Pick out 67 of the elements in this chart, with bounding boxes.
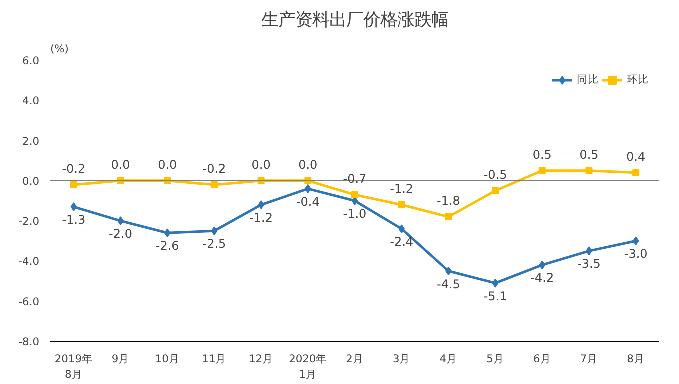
point: [70, 181, 78, 188]
point: [211, 226, 218, 236]
data-label: 0.5: [580, 148, 599, 162]
data-label: -0.4: [296, 194, 320, 209]
point: [492, 187, 500, 194]
y-tick-label: -6.0: [18, 295, 40, 308]
x-tick-label: 3月: [392, 352, 411, 366]
data-label: -2.4: [390, 235, 414, 250]
data-label: -0.2: [62, 162, 86, 176]
data-label: 0.0: [298, 158, 318, 172]
x-tick-label: 9月: [112, 352, 130, 366]
data-label: -3.0: [624, 247, 648, 262]
data-label: 0.5: [532, 148, 552, 162]
y-tick-label: -4.0: [18, 255, 40, 268]
data-label: -5.1: [484, 289, 508, 304]
point: [538, 167, 546, 174]
y-tick-label: -2.0: [18, 215, 40, 228]
y-tick-label: 6.0: [22, 54, 40, 68]
point: [445, 214, 452, 221]
y-tick-label: -8.0: [18, 336, 40, 348]
point: [164, 228, 171, 238]
y-axis-title: (%): [50, 42, 69, 56]
data-label: -4.5: [436, 277, 460, 292]
data-label: -2.0: [109, 227, 132, 242]
y-tick-label: 4.0: [22, 94, 40, 108]
x-tick-label: 11月: [202, 352, 227, 366]
x-tick-label: 7月: [580, 352, 598, 366]
legend-label: 环比: [627, 73, 649, 87]
x-tick-label: 4月: [440, 352, 458, 366]
point: [586, 167, 593, 174]
point: [352, 191, 358, 198]
data-label: -1.2: [250, 211, 274, 226]
point: [398, 202, 406, 209]
data-label: -1.0: [343, 207, 367, 221]
data-label: 0.0: [252, 158, 271, 172]
point: [492, 278, 499, 288]
point: [398, 224, 406, 234]
data-label: -1.8: [436, 194, 460, 208]
x-tick-label: 6月: [533, 352, 552, 366]
y-tick-label: 2.0: [22, 134, 40, 148]
point: [304, 184, 312, 194]
x-tick-label: 10月: [155, 352, 180, 366]
data-label: -0.5: [484, 168, 508, 182]
x-tick-label: 2月: [346, 352, 364, 366]
data-label: -3.5: [578, 257, 601, 272]
data-label: -2.6: [156, 239, 180, 254]
data-label: 0.4: [626, 150, 646, 164]
chart-title: 生产资料出厂价格涨跌幅: [262, 10, 448, 30]
data-label: -1.3: [62, 213, 86, 228]
x-tick-label: 8月: [627, 352, 645, 366]
x-tick-label: 5月: [486, 352, 504, 366]
data-label: 0.0: [111, 158, 130, 172]
y-tick-label: 0.0: [22, 174, 40, 188]
data-label: -0.2: [202, 162, 226, 176]
legend-label: 同比: [577, 73, 599, 87]
data-label: -2.5: [202, 237, 226, 252]
x-tick-label: 12月: [249, 352, 274, 366]
point: [632, 236, 640, 246]
data-label: -4.2: [530, 271, 554, 286]
data-label: -1.2: [390, 182, 414, 196]
point: [70, 202, 78, 212]
data-label: 0.0: [158, 158, 178, 172]
point: [210, 181, 218, 188]
point: [539, 260, 546, 270]
point: [632, 169, 640, 176]
x-tick-label: 2019年 8月: [54, 352, 93, 382]
x-tick-label: 2020年 1月: [289, 352, 328, 382]
